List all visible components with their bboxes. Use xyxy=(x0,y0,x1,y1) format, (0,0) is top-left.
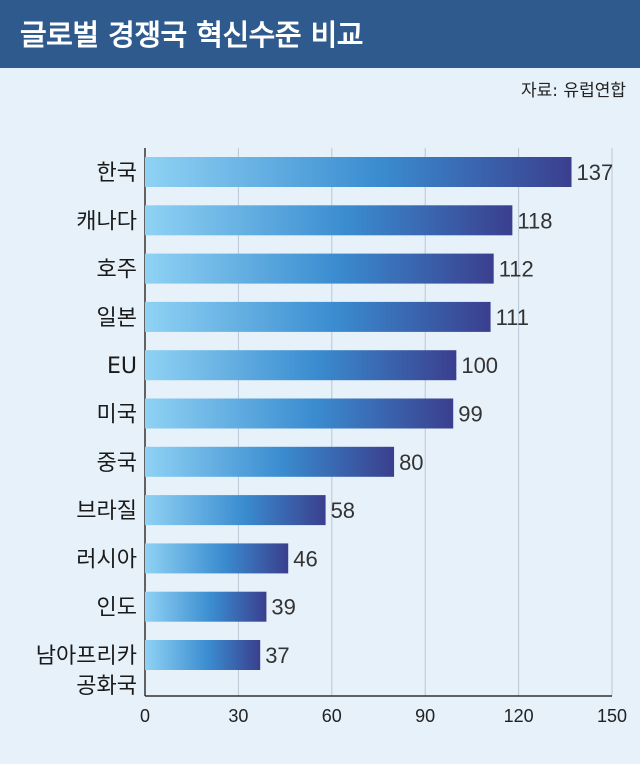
bar xyxy=(145,301,491,332)
x-tick-label: 150 xyxy=(597,706,627,726)
bar-value-label: 137 xyxy=(577,160,614,185)
source-note: 자료: 유럽연합 xyxy=(521,81,626,101)
category-label: 미국 xyxy=(97,403,137,428)
x-tick-label: 90 xyxy=(415,706,435,726)
x-tick-label: 120 xyxy=(504,706,534,726)
bar-value-label: 99 xyxy=(458,402,482,427)
bar-value-label: 37 xyxy=(265,643,289,668)
bar-value-label: 100 xyxy=(461,353,498,378)
bar xyxy=(145,495,326,526)
category-label: 호주 xyxy=(97,258,137,283)
category-label: 브라질 xyxy=(76,499,137,524)
category-label: 남아프리카 공화국 xyxy=(36,644,137,699)
category-label: 인도 xyxy=(97,596,137,621)
bar xyxy=(145,350,457,381)
bar-value-label: 46 xyxy=(293,546,317,571)
bar xyxy=(145,591,267,622)
bar-value-label: 39 xyxy=(271,595,295,620)
chart-title: 글로벌 경쟁국 혁신수준 비교 xyxy=(20,18,363,52)
category-label: EU xyxy=(107,354,137,379)
bar-value-label: 118 xyxy=(517,208,552,233)
x-tick-label: 60 xyxy=(322,706,342,726)
x-tick-label: 0 xyxy=(140,706,150,726)
bar-value-label: 80 xyxy=(399,450,423,475)
bar xyxy=(145,398,454,429)
bar xyxy=(145,157,572,187)
chart-header: 글로벌 경쟁국 혁신수준 비교 xyxy=(0,0,640,68)
bar xyxy=(145,640,261,670)
bar-value-label: 58 xyxy=(331,498,355,523)
category-label: 러시아 xyxy=(76,547,137,572)
category-label: 한국 xyxy=(97,161,137,186)
bar xyxy=(145,205,513,236)
category-label: 중국 xyxy=(97,451,137,476)
bar xyxy=(145,446,395,477)
category-label: 캐나다 xyxy=(76,209,137,234)
x-tick-label: 30 xyxy=(228,706,248,726)
bar xyxy=(145,253,494,284)
bar xyxy=(145,543,289,574)
bar-value-label: 112 xyxy=(499,257,534,282)
category-label: 일본 xyxy=(97,306,137,331)
bar-value-label: 111 xyxy=(496,305,529,330)
